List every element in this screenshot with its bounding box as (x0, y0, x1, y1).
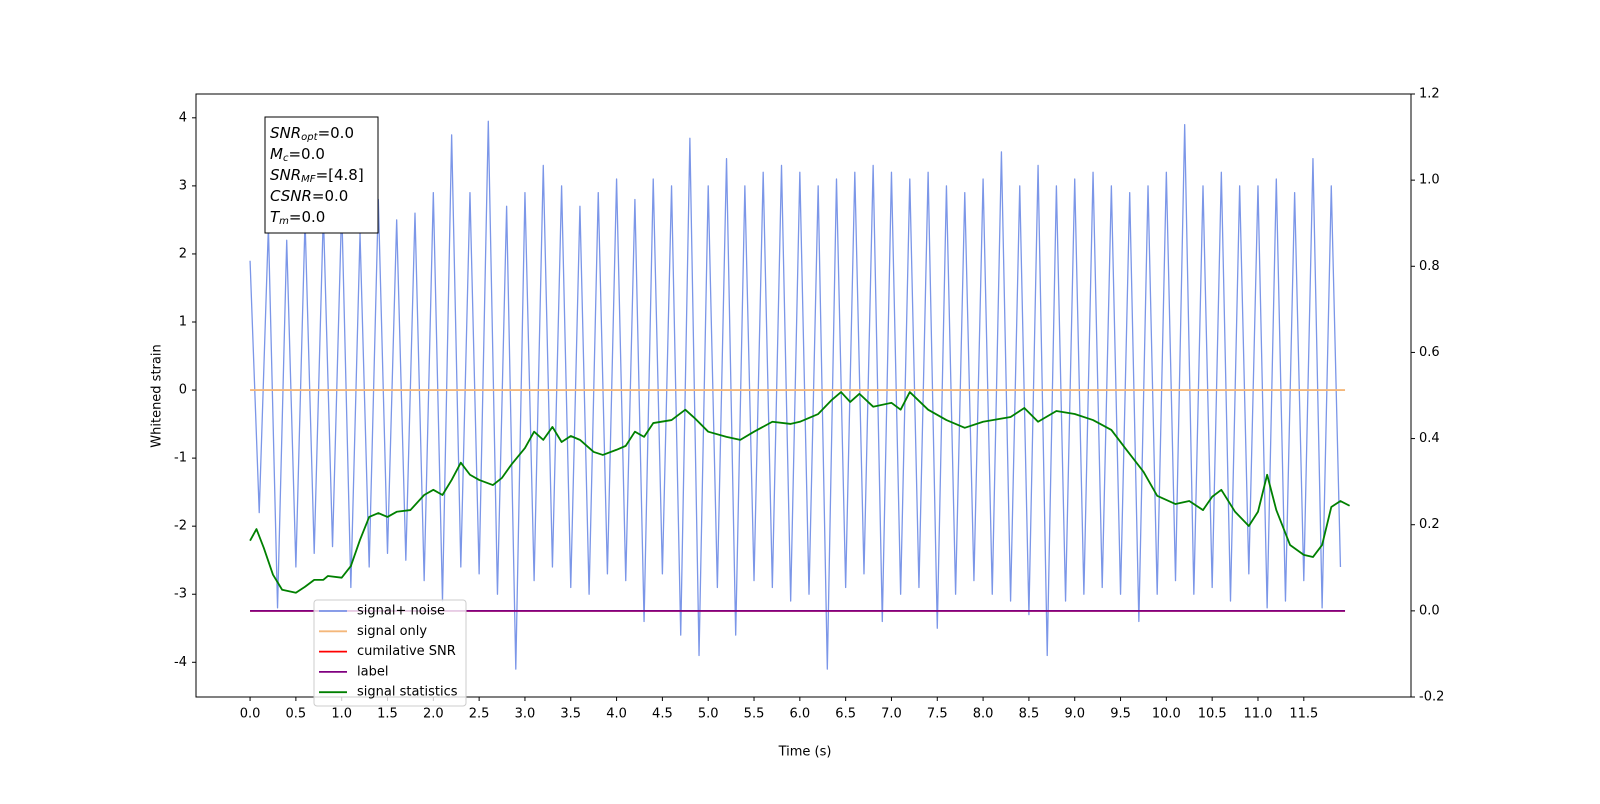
y-tick-label: 4 (179, 110, 187, 125)
x-tick-label: 7.5 (927, 707, 948, 722)
y2-tick-label: 0.8 (1419, 259, 1440, 274)
annotation-line: CSNR=0.0 (270, 187, 348, 205)
x-tick-label: 8.5 (1019, 707, 1040, 722)
legend-label: label (357, 664, 388, 679)
annotation-name: M (270, 145, 283, 163)
annotation-value: =0.0 (288, 145, 324, 163)
legend-box (313, 599, 467, 707)
x-tick-label: 9.0 (1064, 707, 1085, 722)
legend-label: signal only (357, 624, 427, 639)
x-tick-label: 11.5 (1289, 707, 1318, 722)
x-tick-label: 5.5 (744, 707, 765, 722)
legend-label: cumilative SNR (357, 644, 456, 659)
y2-tick-label: 0.2 (1419, 517, 1440, 532)
y2-tick-label: 0.4 (1419, 431, 1440, 446)
y2-tick-label: -0.2 (1419, 690, 1444, 705)
y-tick-label: -4 (174, 655, 187, 670)
series-line (249, 120, 1342, 670)
x-axis-label: Time (s) (778, 745, 832, 760)
x-tick-label: 9.5 (1110, 707, 1131, 722)
y2-tick-label: 0.0 (1419, 603, 1440, 618)
annotation-value: =0.0 (318, 124, 354, 142)
annotation-sub: m (279, 216, 289, 227)
y-tick-label: -1 (174, 451, 187, 466)
annotation-name: T (270, 208, 281, 226)
x-tick-label: 1.5 (377, 707, 398, 722)
x-tick-label: 6.0 (789, 707, 810, 722)
y-tick-label: 2 (179, 246, 187, 261)
annotation-line: Mc=0.0 (270, 145, 325, 165)
annotation-value: =0.0 (312, 187, 348, 205)
x-tick-label: 4.0 (606, 707, 627, 722)
annotation-line: SNRMF=[4.8] (270, 166, 364, 186)
annotation-name: SNR (270, 166, 301, 184)
y-axis-label: Whitened strain (150, 344, 165, 447)
annotation-value: =0.0 (289, 208, 325, 226)
x-tick-label: 0.0 (240, 707, 261, 722)
y2-tick-label: 0.6 (1419, 345, 1440, 360)
x-tick-label: 4.5 (652, 707, 673, 722)
x-tick-label: 2.5 (469, 707, 490, 722)
x-tick-label: 8.0 (973, 707, 994, 722)
y2-tick-label: 1.0 (1419, 173, 1440, 188)
annotation-sub: c (283, 153, 289, 164)
annotation-line: SNRopt=0.0 (270, 124, 354, 144)
series-line (249, 391, 1351, 594)
y-tick-label: -3 (174, 587, 187, 602)
y-tick-label: 0 (179, 383, 187, 398)
annotation-line: Tm=0.0 (270, 208, 325, 228)
y-tick-label: -2 (174, 519, 187, 534)
plot-frame (195, 93, 1412, 698)
annotation-sub: opt (301, 132, 318, 143)
x-tick-label: 3.0 (515, 707, 536, 722)
annotation-box (264, 116, 379, 234)
y-tick-label: 3 (179, 178, 187, 193)
x-tick-label: 10.5 (1198, 707, 1227, 722)
x-tick-label: 6.5 (835, 707, 856, 722)
x-tick-label: 1.0 (331, 707, 352, 722)
x-tick-label: 0.5 (286, 707, 307, 722)
x-tick-label: 3.5 (560, 707, 581, 722)
x-tick-label: 11.0 (1244, 707, 1273, 722)
annotation-name: CSNR (270, 187, 312, 205)
x-tick-label: 5.0 (698, 707, 719, 722)
legend-label: signal statistics (357, 685, 458, 700)
annotation-sub: MF (301, 174, 316, 185)
legend-label: signal+ noise (357, 604, 445, 619)
x-tick-label: 7.0 (881, 707, 902, 722)
y-tick-label: 1 (179, 314, 187, 329)
y2-tick-label: 1.2 (1419, 87, 1440, 102)
x-tick-label: 10.0 (1152, 707, 1181, 722)
annotation-name: SNR (270, 124, 301, 142)
x-tick-label: 2.0 (423, 707, 444, 722)
annotation-value: =[4.8] (316, 166, 364, 184)
